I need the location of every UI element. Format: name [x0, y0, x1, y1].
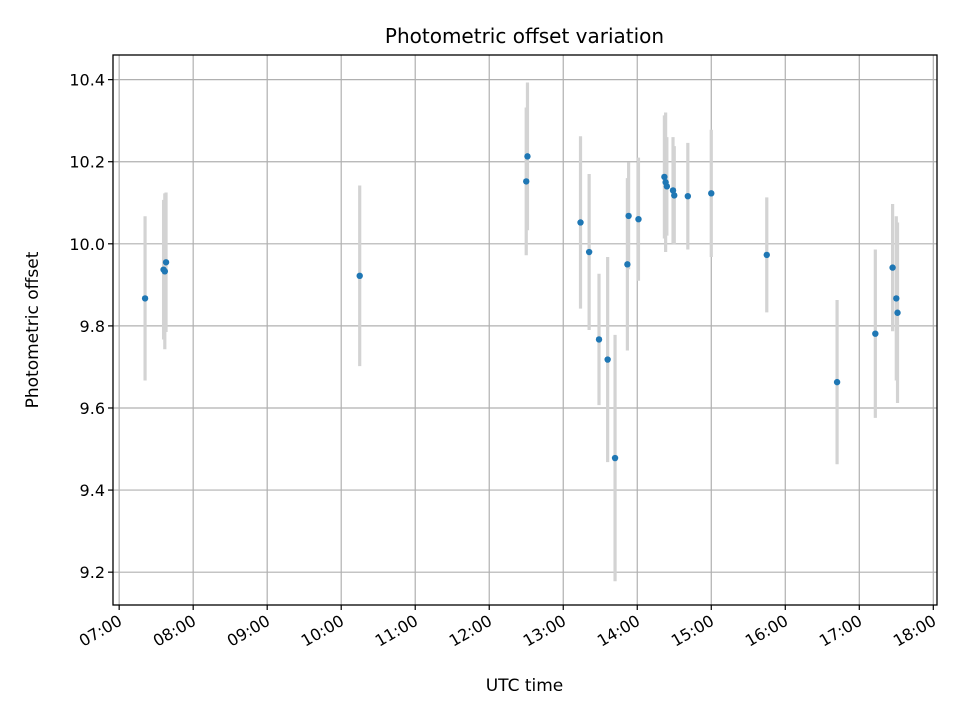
data-point — [671, 192, 678, 199]
y-tick-label: 9.4 — [80, 481, 105, 500]
data-point — [161, 268, 169, 275]
y-tick-label: 9.2 — [80, 563, 105, 582]
data-point — [833, 378, 841, 386]
data-point — [523, 178, 530, 185]
data-point — [708, 190, 715, 197]
y-tick-label: 9.8 — [80, 317, 105, 336]
data-point — [625, 212, 632, 220]
data-point — [356, 272, 363, 280]
y-tick-label: 10.4 — [69, 71, 105, 90]
data-point — [611, 454, 619, 462]
data-point — [595, 336, 603, 343]
data-point — [604, 356, 611, 363]
x-axis-label: UTC time — [486, 676, 564, 696]
data-point — [763, 251, 770, 259]
data-point — [893, 295, 900, 302]
data-point — [624, 261, 631, 268]
data-point — [889, 264, 896, 271]
data-points — [141, 153, 901, 462]
data-point — [585, 248, 593, 256]
data-point — [524, 153, 531, 160]
y-axis: 9.2 9.4 9.6 9.8 10.0 10.2 10.4 — [69, 71, 113, 582]
data-point — [661, 173, 668, 181]
data-point — [684, 192, 692, 200]
y-tick-label: 10.2 — [69, 153, 105, 172]
data-point — [141, 295, 149, 302]
data-point — [663, 183, 671, 190]
y-tick-label: 10.0 — [69, 235, 105, 254]
y-tick-label: 9.6 — [80, 399, 105, 418]
data-point — [577, 219, 584, 226]
plot-frame — [112, 54, 938, 606]
y-axis-label: Photometric offset — [23, 251, 43, 408]
data-point — [872, 330, 879, 337]
data-point — [162, 259, 170, 266]
data-point — [894, 309, 901, 316]
data-point — [635, 215, 642, 223]
chart-title: Photometric offset variation — [385, 24, 664, 48]
data-point — [669, 187, 677, 194]
